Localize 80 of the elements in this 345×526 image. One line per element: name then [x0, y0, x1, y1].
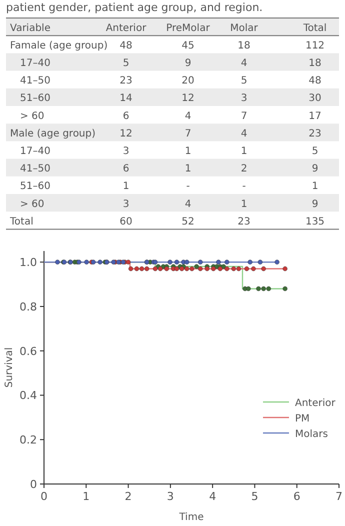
x-tick-label: 7: [336, 490, 342, 503]
legend-label: PM: [295, 414, 310, 424]
category-label: 17–40: [20, 146, 50, 157]
x-tick-label: 6: [293, 490, 300, 503]
y-tick-label: 0.8: [20, 300, 37, 314]
text: 7: [184, 128, 192, 140]
text: 18: [308, 58, 322, 69]
text: 14: [120, 93, 132, 104]
text: 23: [120, 76, 132, 87]
x-tick-label: 5: [251, 490, 258, 503]
x-tick-label: 2: [124, 490, 132, 503]
text: 48: [308, 76, 322, 87]
text: 18: [238, 40, 250, 52]
category-label: 41–50: [20, 164, 50, 175]
text: 23: [308, 128, 322, 140]
text: 1: [184, 146, 192, 157]
category-label: > 60: [20, 110, 44, 122]
text: 60: [120, 216, 132, 228]
text: 5: [312, 146, 318, 157]
text: 6: [122, 164, 130, 175]
text: 4: [240, 128, 248, 140]
text: 3: [122, 146, 130, 157]
text: 12: [120, 128, 132, 140]
text: 9: [184, 58, 192, 69]
y-tick-label: 0.6: [20, 344, 37, 358]
category-label: > 60: [20, 198, 44, 210]
text: 5: [240, 76, 248, 87]
legend-label: Molars: [295, 429, 328, 440]
y-tick-label: 0.2: [20, 434, 37, 447]
text: 135: [305, 216, 325, 228]
text: 9: [312, 198, 318, 210]
text: 4: [184, 198, 192, 210]
category-label: 51–60: [20, 181, 50, 192]
text: 23: [238, 216, 250, 228]
text: Variable: [10, 22, 50, 34]
category-label: PreMolar: [166, 22, 211, 34]
category-label: 41–50: [20, 76, 50, 87]
category-label: 51–60: [20, 93, 50, 104]
text: 1: [240, 198, 248, 210]
x-tick-label: 4: [209, 490, 216, 503]
category-label: Male (age group): [10, 128, 96, 140]
x-axis-title: Time: [178, 512, 204, 523]
legend-label: Anterior: [295, 398, 336, 409]
text: 6: [122, 110, 130, 122]
text: 17: [308, 110, 322, 122]
text: 45: [182, 40, 194, 52]
x-tick-label: 0: [40, 490, 48, 503]
y-tick-label: 0.4: [20, 389, 37, 402]
y-tick-label: 0: [30, 478, 37, 491]
text: 4: [184, 110, 192, 122]
text: 5: [122, 58, 130, 69]
category-label: Anterior: [106, 22, 148, 34]
text: 48: [120, 40, 132, 52]
y-axis-title: Survival: [4, 347, 15, 388]
text: 112: [305, 40, 325, 52]
category-label: Total: [302, 22, 327, 34]
x-tick-label: 1: [82, 490, 90, 503]
category-label: Total: [10, 216, 34, 228]
text: 3: [240, 93, 248, 104]
text: 20: [182, 76, 194, 87]
text: 3: [122, 198, 130, 210]
text: 52: [182, 216, 194, 228]
category-label: 17–40: [20, 58, 50, 69]
text: -: [186, 181, 190, 192]
text: 2: [240, 164, 248, 175]
text: 9: [312, 164, 318, 175]
text: patient gender, patient age group, and region.: [6, 1, 263, 14]
y-tick-label: 1.0: [20, 256, 37, 270]
category-label: Molar: [230, 22, 259, 34]
text: 1: [240, 146, 248, 157]
text: 1: [122, 181, 130, 192]
text: 1: [184, 164, 192, 175]
text: 4: [240, 58, 248, 69]
text: 12: [182, 93, 194, 104]
text: 7: [240, 110, 248, 122]
text: 30: [308, 93, 322, 104]
x-tick-label: 3: [166, 490, 174, 503]
category-label: Famale (age group): [10, 40, 108, 52]
text: 1: [312, 181, 318, 192]
text: -: [242, 181, 246, 192]
